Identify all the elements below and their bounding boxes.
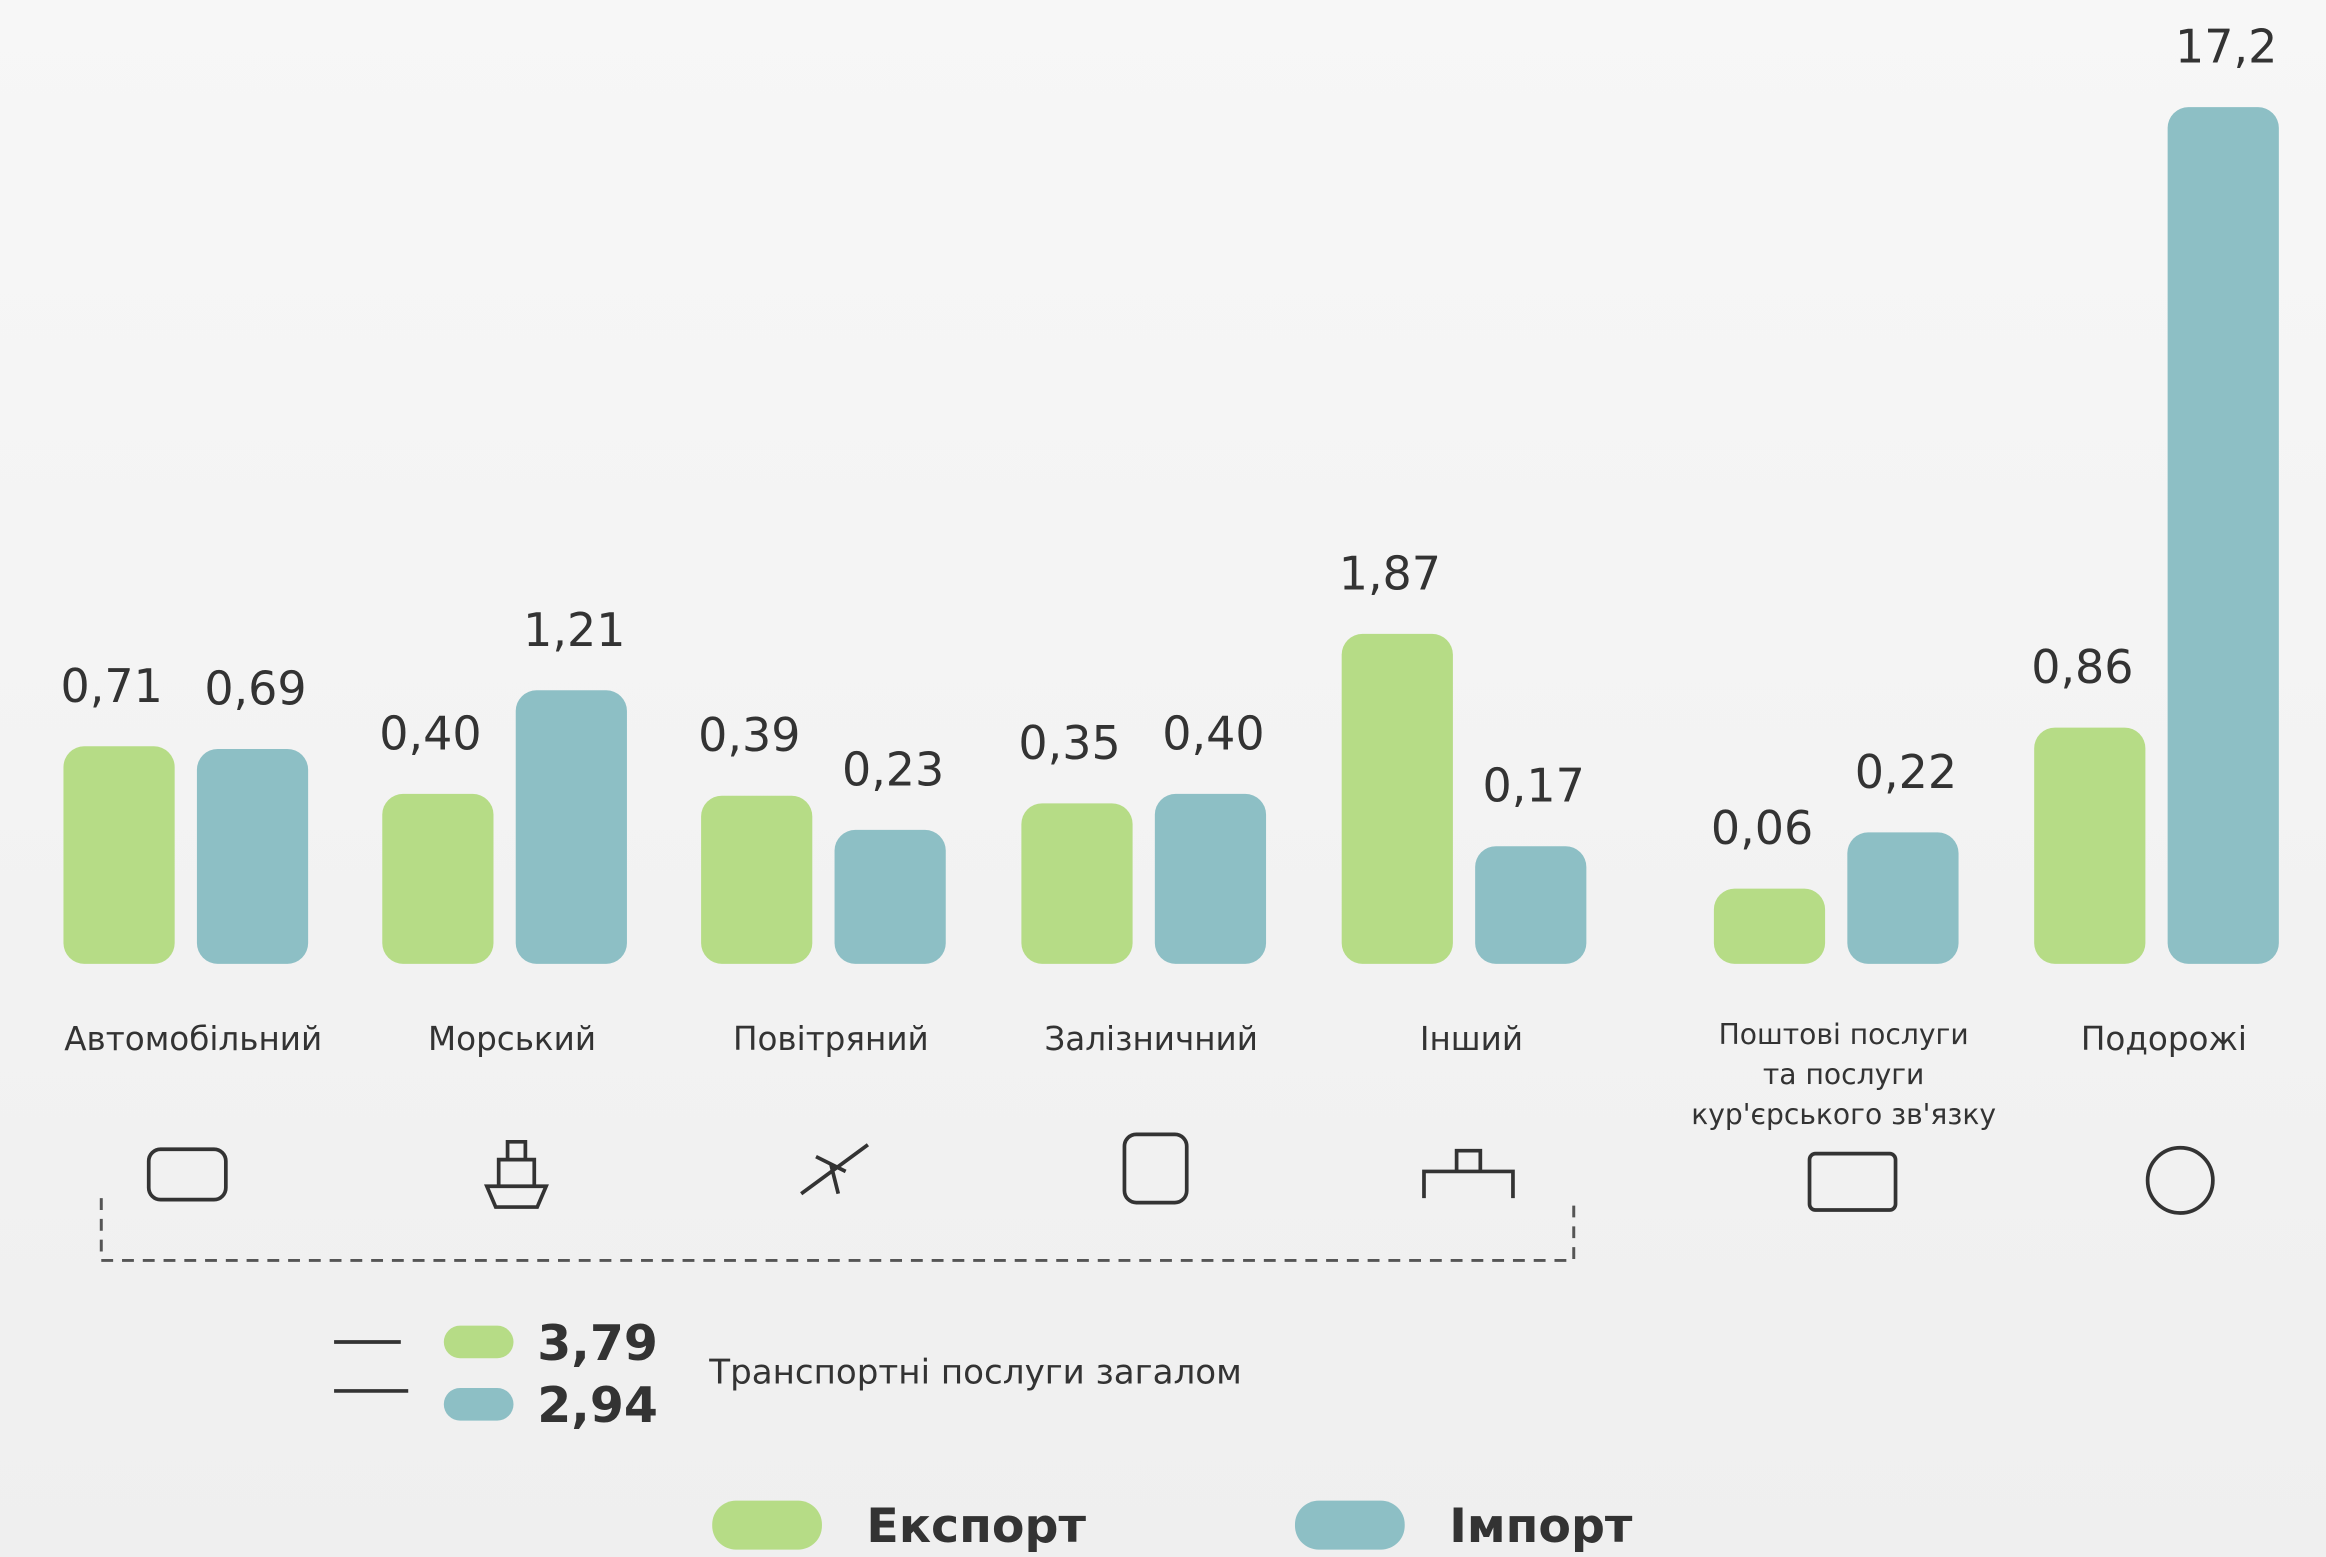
value-label: 0,40 [1162, 706, 1264, 760]
bar [63, 746, 175, 964]
plane-icon [800, 1143, 870, 1196]
value-label: 0,17 [1483, 759, 1585, 813]
value-label: 1,87 [1339, 546, 1441, 600]
legend-swatch [712, 1500, 822, 1550]
bar [1713, 888, 1826, 964]
x-tick-label: Морський [428, 1020, 596, 1058]
total-value: 3,79 [537, 1315, 658, 1372]
x-tick-label: Подорожі [2081, 1020, 2247, 1058]
bar [515, 690, 627, 964]
total-swatch [443, 1387, 514, 1421]
train-icon [1122, 1132, 1189, 1205]
value-label: 0,22 [1855, 745, 1957, 799]
globe-icon [2145, 1145, 2215, 1215]
x-tick-label: Повітряний [733, 1020, 929, 1058]
value-label: 1,21 [523, 603, 625, 657]
bar [1021, 803, 1133, 964]
value-label: 0,69 [204, 661, 306, 715]
total-icon [334, 1340, 409, 1393]
bar [701, 795, 813, 964]
pipe-icon [1422, 1148, 1515, 1199]
value-label: 0,23 [842, 742, 944, 796]
legend-swatch [1294, 1500, 1405, 1550]
total-value: 2,94 [537, 1377, 658, 1434]
bar [196, 748, 309, 964]
legend-label: Імпорт [1449, 1499, 1633, 1554]
bar [1847, 832, 1959, 964]
bar [1475, 846, 1587, 964]
x-tick-label: Поштові послуги та послуги кур'єрського зв… [1691, 1018, 1996, 1131]
bar [2167, 107, 2279, 964]
legend-label: Експорт [866, 1499, 1086, 1554]
bar [834, 829, 946, 964]
ship-icon [484, 1139, 549, 1209]
value-label: 0,35 [1018, 716, 1120, 770]
icons [99, 1132, 2215, 1393]
bracket [99, 1198, 1576, 1262]
bar [382, 793, 494, 964]
bar [2034, 727, 2146, 964]
value-label: 17,2 [2175, 20, 2277, 74]
value-label: 0,39 [698, 708, 800, 762]
value-label: 0,40 [379, 706, 481, 760]
car-icon [146, 1147, 228, 1202]
value-label: 0,86 [2031, 640, 2133, 694]
total-swatch [443, 1325, 514, 1359]
x-tick-label: Залізничний [1044, 1020, 1258, 1058]
value-label: 0,71 [60, 659, 162, 713]
x-tick-label: Автомобільний [64, 1020, 322, 1058]
bar [1341, 633, 1453, 964]
total-label: Транспортні послуги загалом [708, 1353, 1242, 1393]
value-label: 0,06 [1711, 801, 1813, 855]
bar [1154, 793, 1267, 964]
x-tick-label: Інший [1420, 1020, 1523, 1058]
mail-icon [1807, 1151, 1898, 1212]
